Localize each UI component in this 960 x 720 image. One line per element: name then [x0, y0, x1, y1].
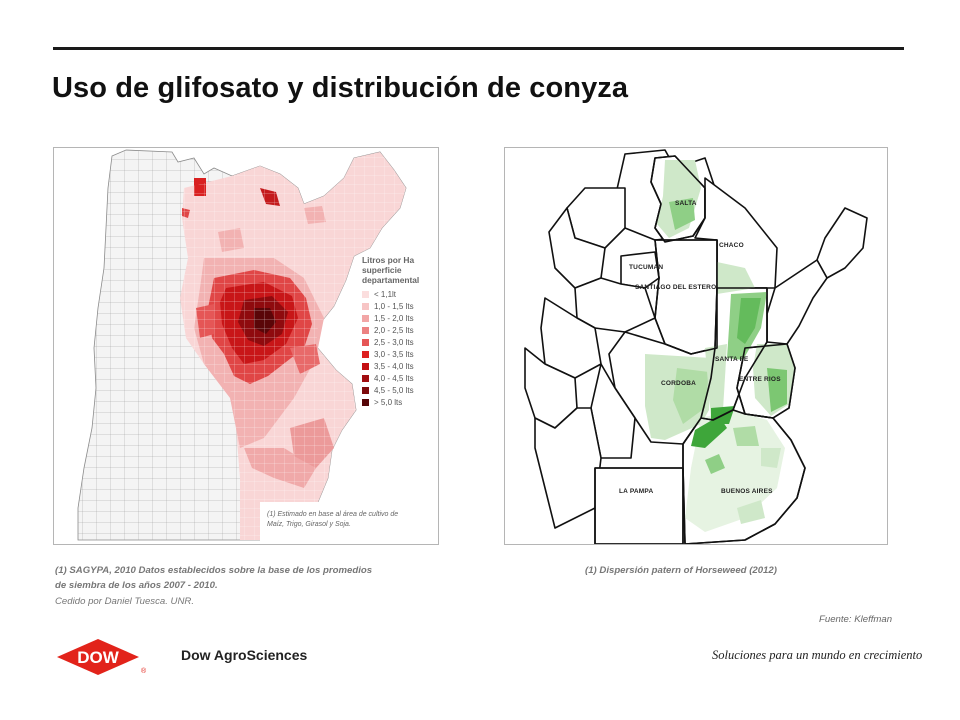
legend-label: 3,0 - 3,5 lts — [374, 349, 414, 359]
dow-logo-text: DOW — [77, 648, 120, 667]
label-buenos-aires: BUENOS AIRES — [721, 488, 773, 495]
legend-title-line: Litros por Ha — [362, 255, 415, 265]
left-caption-line: de siembra de los años 2007 - 2010. — [55, 580, 218, 591]
legend-item: 3,0 - 3,5 lts — [362, 348, 438, 360]
legend-swatch — [362, 374, 369, 382]
left-map-credit: Cedido por Daniel Tuesca. UNR. — [55, 596, 194, 607]
legend-swatch — [362, 302, 369, 310]
glyphosate-map-graphic — [77, 149, 438, 544]
legend-item: 3,5 - 4,0 lts — [362, 360, 438, 372]
legend-swatch — [362, 386, 369, 394]
legend-item: 1,5 - 2,0 lts — [362, 312, 438, 324]
label-chaco: CHACO — [719, 242, 744, 249]
legend-label: 2,5 - 3,0 lts — [374, 337, 414, 347]
company-slogan: Soluciones para un mundo en crecimiento — [712, 648, 923, 662]
right-map-caption: (1) Dispersión patern of Horseweed (2012… — [585, 565, 777, 576]
dow-logo: DOW ® — [55, 637, 175, 677]
map-note: (1) Estimado en base al área de cultivo … — [267, 510, 437, 530]
label-santiago-del-estero: SANTIAGO DEL ESTERO — [635, 284, 717, 291]
source-note: Fuente: Kleffman — [819, 614, 893, 625]
legend-label: > 5,0 lts — [374, 397, 403, 407]
registered-mark: ® — [141, 667, 147, 675]
legend-title-line: departamental — [362, 275, 420, 285]
legend-swatch — [362, 338, 369, 346]
legend-swatch — [362, 326, 369, 334]
label-entre-rios: ENTRE RIOS — [739, 376, 781, 383]
company-name: Dow AgroSciences — [181, 647, 308, 663]
conyza-distribution-map: SALTA CHACO TUCUMAN SANTIAGO DEL ESTERO … — [504, 147, 888, 545]
conyza-density-shading — [645, 160, 795, 532]
legend-item: 4,0 - 4,5 lts — [362, 372, 438, 384]
legend-item: > 5,0 lts — [362, 396, 438, 408]
glyphosate-use-map: Litros por Ha superficie departamental <… — [53, 147, 439, 545]
legend: Litros por Ha superficie departamental <… — [362, 255, 438, 408]
legend-title: Litros por Ha superficie departamental — [362, 255, 438, 285]
label-santa-fe: SANTA FE — [715, 356, 749, 363]
legend-item: 1,0 - 1,5 lts — [362, 300, 438, 312]
slide-title: Uso de glifosato y distribución de conyz… — [52, 72, 629, 104]
legend-label: 4,5 - 5,0 lts — [374, 385, 414, 395]
legend-label: 1,0 - 1,5 lts — [374, 301, 414, 311]
legend-swatch — [362, 398, 369, 406]
label-tucuman: TUCUMAN — [629, 264, 664, 271]
legend-label: 3,5 - 4,0 lts — [374, 361, 414, 371]
legend-swatch — [362, 314, 369, 322]
map-note-line: Maíz, Trigo, Girasol y Soja. — [267, 521, 351, 528]
conyza-map-graphic — [524, 149, 868, 544]
legend-swatch — [362, 350, 369, 358]
legend-label: 2,0 - 2,5 lts — [374, 325, 414, 335]
legend-item: < 1,1lt — [362, 288, 438, 300]
legend-swatch — [362, 290, 369, 298]
label-cordoba: CORDOBA — [661, 380, 696, 387]
left-caption-line: (1) SAGYPA, 2010 Datos establecidos sobr… — [55, 565, 373, 576]
left-map-caption: (1) SAGYPA, 2010 Datos establecidos sobr… — [55, 563, 455, 593]
legend-label: 4,0 - 4,5 lts — [374, 373, 414, 383]
legend-label: 1,5 - 2,0 lts — [374, 313, 414, 323]
legend-label: < 1,1lt — [374, 289, 397, 299]
dow-diamond-icon: DOW ® — [57, 639, 147, 675]
legend-title-line: superficie — [362, 265, 402, 275]
label-salta: SALTA — [675, 200, 697, 207]
legend-item: 4,5 - 5,0 lts — [362, 384, 438, 396]
legend-item: 2,0 - 2,5 lts — [362, 324, 438, 336]
label-la-pampa: LA PAMPA — [619, 488, 654, 495]
legend-swatch — [362, 362, 369, 370]
top-rule — [53, 47, 904, 50]
map-note-line: (1) Estimado en base al área de cultivo … — [267, 511, 399, 518]
legend-item: 2,5 - 3,0 lts — [362, 336, 438, 348]
